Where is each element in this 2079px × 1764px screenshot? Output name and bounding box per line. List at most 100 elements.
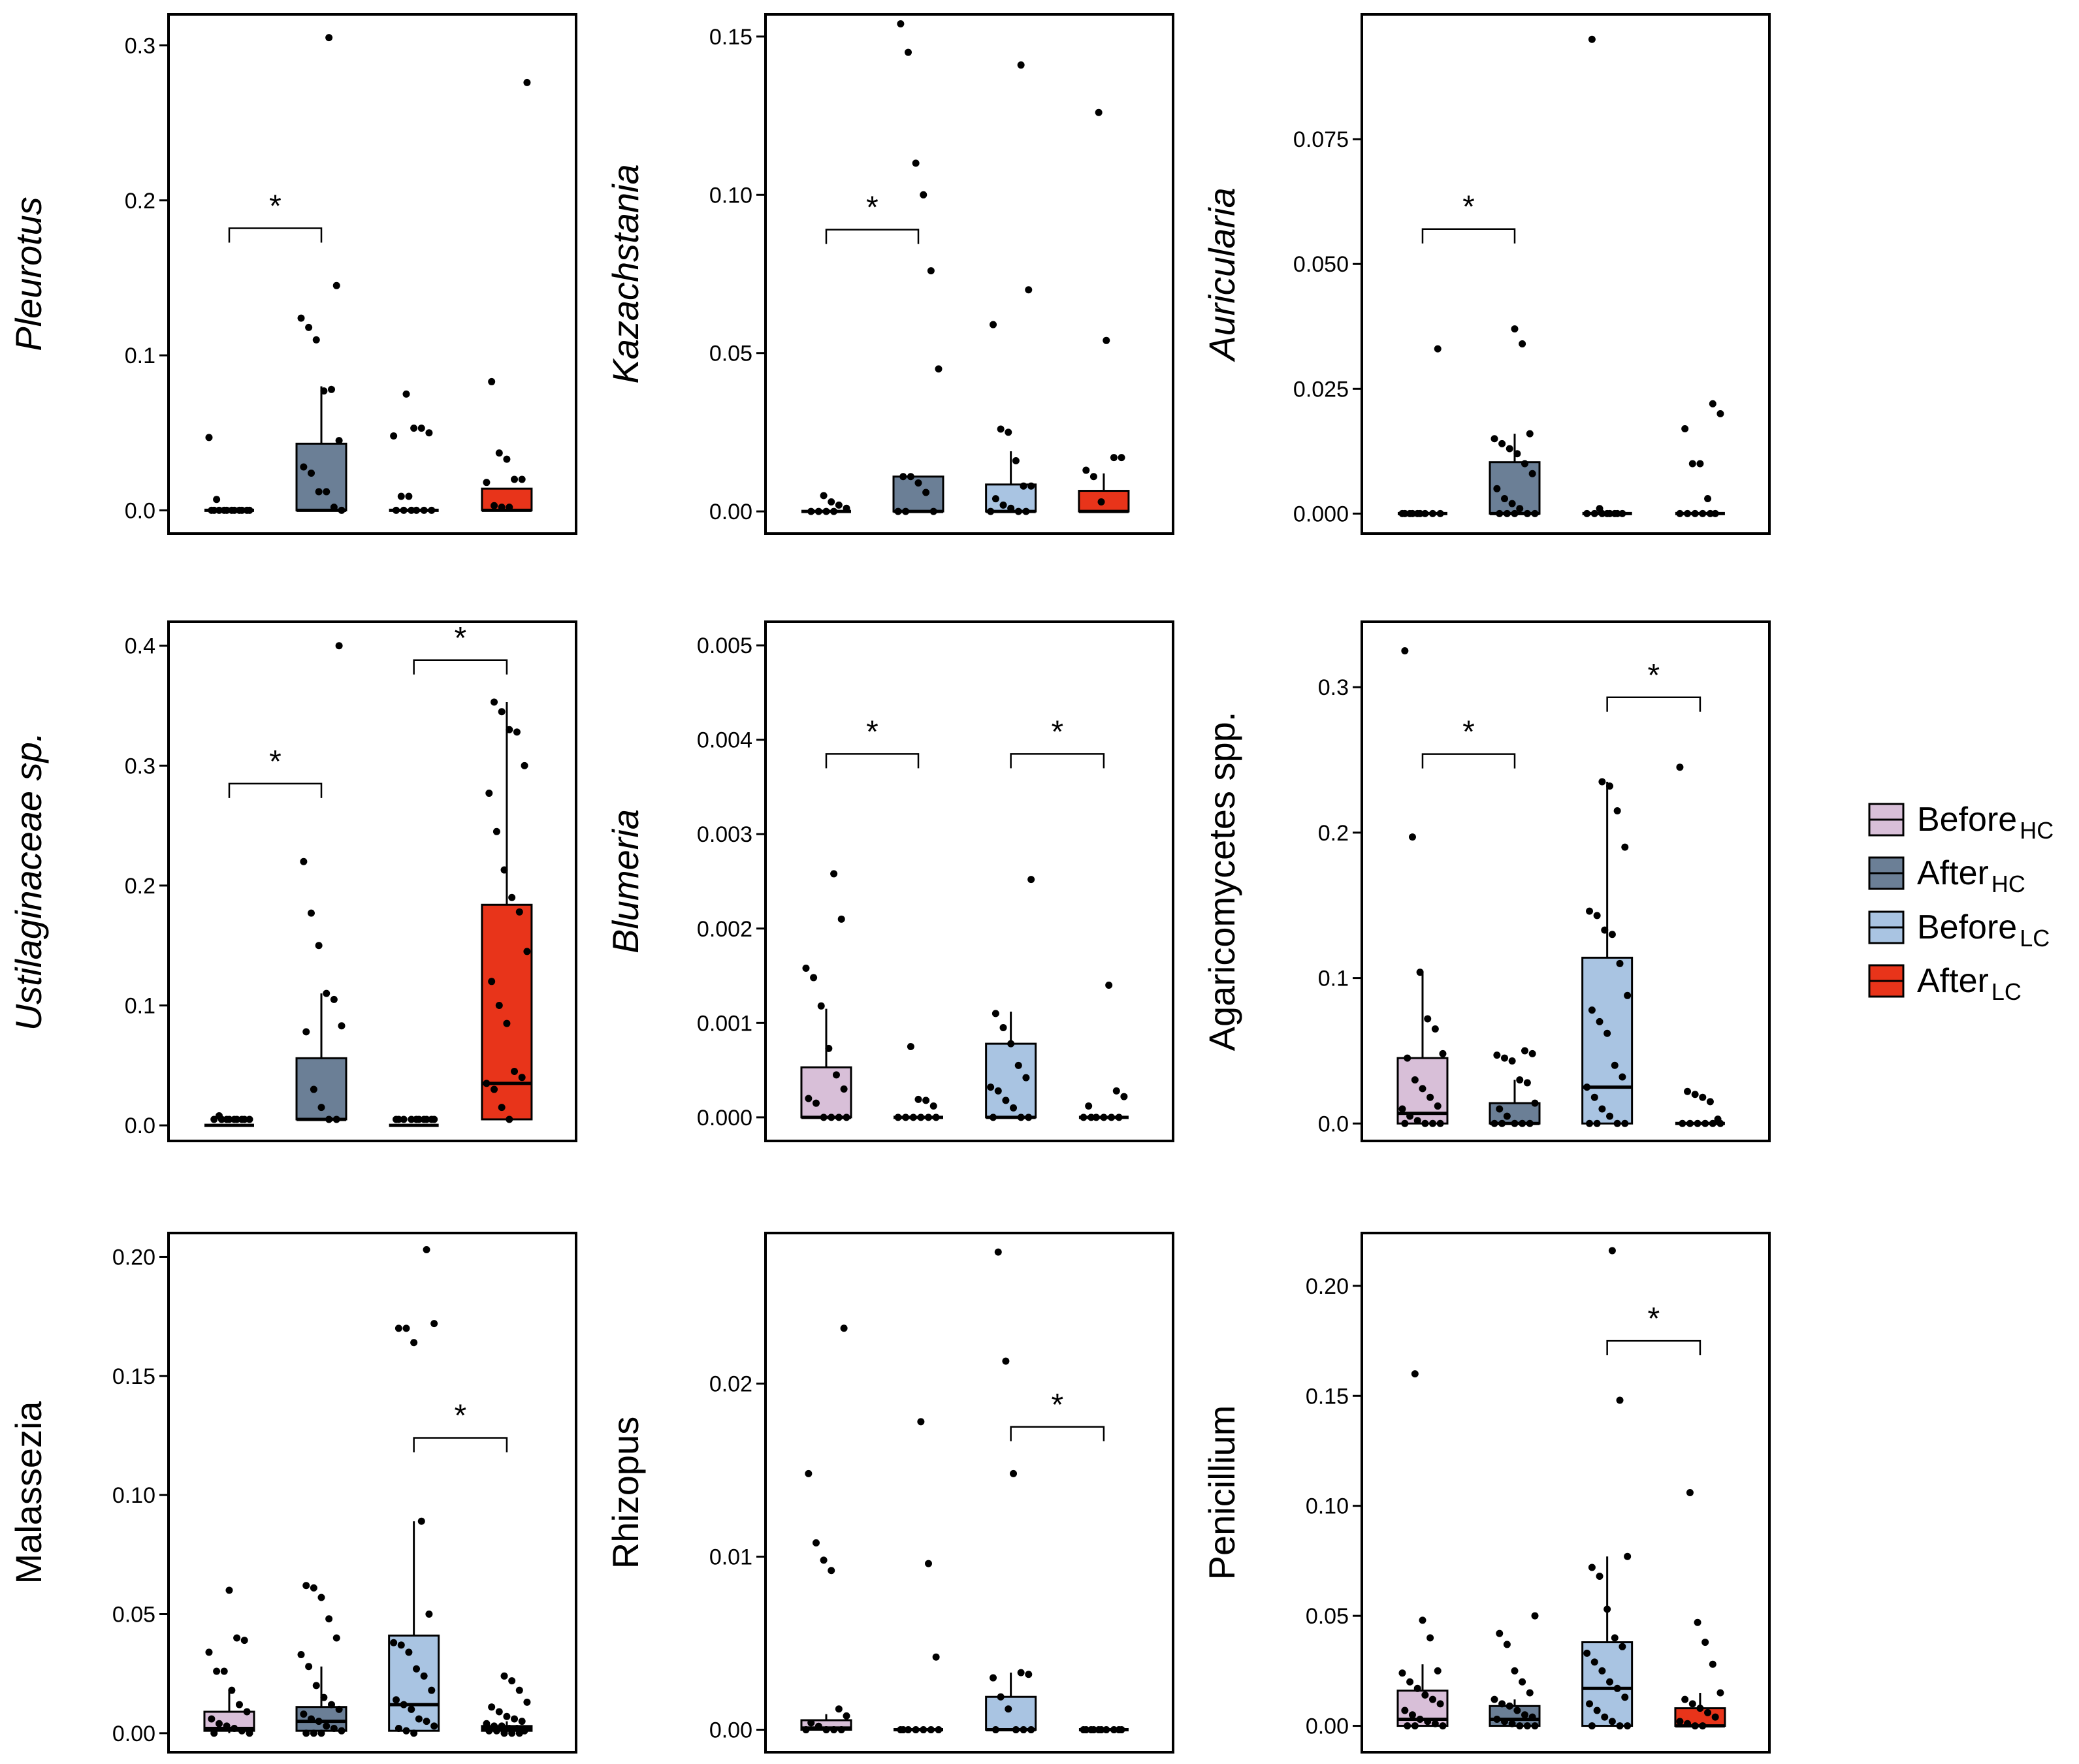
data-point [1523, 1722, 1531, 1730]
data-point [1688, 1700, 1696, 1708]
data-point [1608, 931, 1616, 938]
legend-label-before-lc: Before LC [1917, 908, 2050, 952]
data-point [1421, 1119, 1429, 1127]
group-before-lc [1582, 35, 1632, 517]
data-point [511, 475, 519, 483]
data-point [1528, 1050, 1536, 1057]
y-tick-label: 0.1 [1318, 967, 1349, 991]
data-point [1406, 1112, 1414, 1120]
data-point [310, 1729, 317, 1737]
data-point [297, 314, 305, 322]
significance-star: * [866, 191, 878, 225]
legend-entry-before-hc: Before HC [1868, 801, 2054, 844]
data-point [210, 506, 218, 514]
data-point [423, 1115, 430, 1123]
data-point [1621, 843, 1629, 851]
data-point [1022, 507, 1030, 515]
data-point [1601, 1713, 1609, 1721]
y-tick-label: 0.01 [709, 1545, 752, 1570]
data-point [328, 385, 335, 393]
data-point [991, 1726, 999, 1734]
data-point [822, 507, 830, 515]
group-after-lc [481, 78, 533, 512]
data-point [1624, 1722, 1632, 1730]
y-tick-label: 0.05 [1306, 1604, 1349, 1629]
group-after-lc [1675, 763, 1725, 1127]
y-tick-label: 0.20 [112, 1245, 155, 1270]
data-point [511, 1068, 519, 1076]
plot-frame [764, 1232, 1174, 1754]
data-point [1716, 1689, 1724, 1697]
group-after-hc [1489, 1612, 1541, 1730]
data-point [820, 1556, 828, 1564]
data-point [1593, 1707, 1601, 1714]
data-point [523, 948, 531, 955]
data-point [523, 78, 531, 86]
group-after-hc [1489, 1047, 1541, 1127]
data-point [935, 1726, 943, 1734]
significance-bracket: * [1421, 715, 1516, 769]
data-point [423, 1718, 430, 1725]
data-point [1616, 1396, 1624, 1404]
significance-bracket: * [825, 714, 920, 769]
data-point [1681, 1695, 1689, 1703]
bracket-line [1606, 1339, 1701, 1356]
y-axis-label: Agaricomycetes spp. [1201, 712, 1242, 1051]
significance-star: * [454, 1399, 466, 1434]
data-point [907, 473, 914, 481]
data-point [1681, 425, 1689, 432]
data-point [1508, 1720, 1516, 1727]
data-point [1511, 325, 1519, 333]
y-tick-label: 0.3 [125, 754, 155, 778]
data-point [1531, 1612, 1539, 1620]
data-point [208, 1715, 216, 1723]
data-point [987, 507, 995, 515]
data-point [1398, 1105, 1406, 1113]
data-point [1002, 1097, 1010, 1104]
data-point [1619, 1643, 1626, 1650]
data-point [1012, 457, 1020, 465]
y-tick-label: 0.1 [125, 994, 155, 1019]
significance-star: * [1051, 1388, 1063, 1422]
data-point [1521, 1711, 1528, 1719]
data-point [1020, 482, 1027, 490]
data-point [935, 365, 943, 373]
data-point [1624, 1552, 1632, 1560]
data-point [1699, 509, 1707, 517]
data-point [1709, 1660, 1716, 1668]
y-tick-label: 0.075 [1293, 127, 1349, 152]
bracket-line [228, 782, 323, 798]
data-point [235, 1701, 243, 1708]
data-point [1696, 460, 1704, 468]
significance-bracket: * [1421, 190, 1516, 244]
data-point [243, 1708, 251, 1716]
significance-bracket: * [228, 189, 323, 243]
data-point [317, 1104, 325, 1112]
data-point [1439, 1050, 1447, 1057]
y-tick-label: 0.2 [125, 874, 155, 899]
plot-frame [167, 13, 577, 535]
data-point [1531, 1722, 1539, 1730]
data-point [335, 642, 343, 650]
data-point [1699, 1722, 1707, 1730]
data-point [1616, 959, 1624, 967]
data-point [400, 506, 408, 514]
group-before-lc [389, 1115, 439, 1127]
data-point [246, 506, 253, 514]
panel-rhizopus: 0.00 0.01 0.02 Rhizopus * [605, 1232, 1174, 1754]
data-point [1513, 450, 1521, 458]
legend-label-after-hc: After HC [1917, 854, 2025, 897]
significance-bracket: * [1606, 1302, 1701, 1356]
data-point [300, 1710, 308, 1718]
data-point [1421, 509, 1429, 517]
data-point [1684, 509, 1692, 517]
data-point [417, 1517, 425, 1525]
data-point [1100, 1114, 1108, 1121]
data-point [1434, 345, 1442, 353]
data-point [1434, 1667, 1442, 1675]
bracket-line [825, 753, 920, 769]
data-point [395, 1725, 402, 1733]
data-point [1519, 1678, 1526, 1686]
group-before-lc [388, 1246, 440, 1737]
data-point [1696, 1705, 1704, 1712]
